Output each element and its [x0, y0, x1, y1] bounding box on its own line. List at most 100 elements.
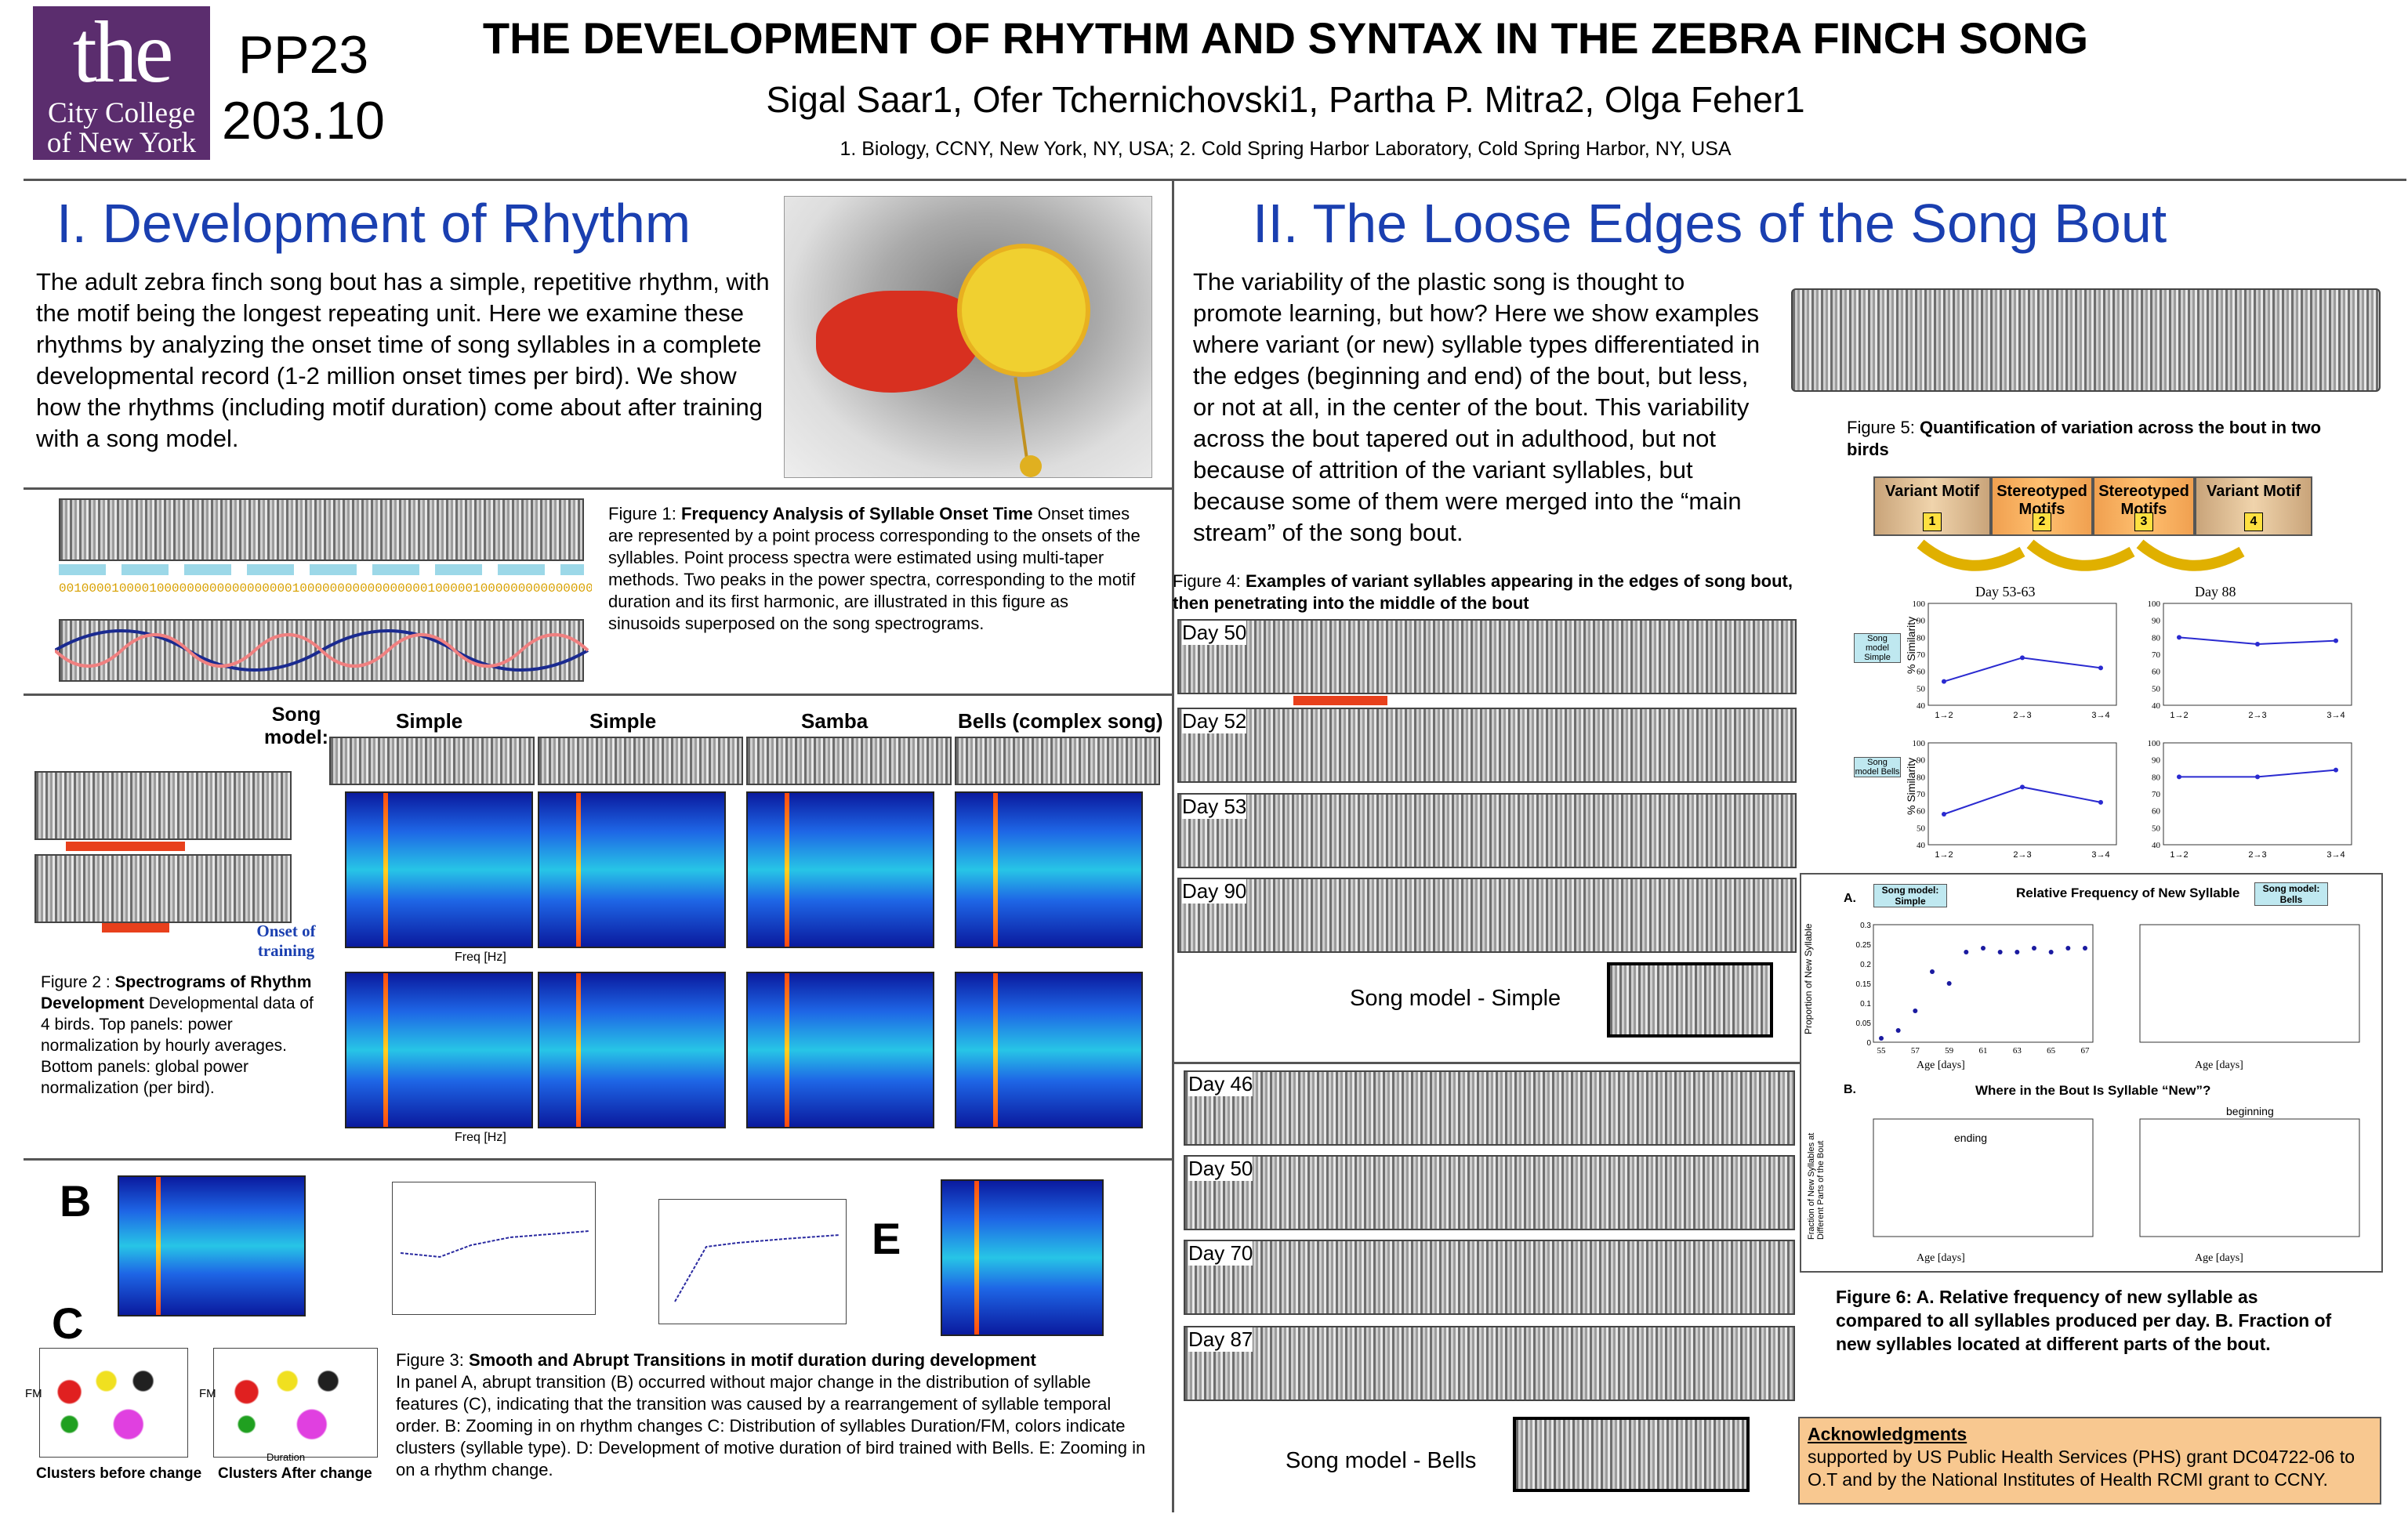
fig5-ytick-1: 50 [2152, 684, 2161, 694]
fig5-ytick-0: 50 [1917, 684, 1926, 694]
fig3-caption: Figure 3: Smooth and Abrupt Transitions … [396, 1349, 1156, 1481]
fig1-caption-label: Figure 1: [608, 504, 681, 523]
fig6a-xtick-61: 61 [1979, 1046, 1988, 1056]
heatmap-top-4 [955, 791, 1143, 948]
fig6a-point-9 [2032, 946, 2036, 951]
fig6a-xtick-55: 55 [1877, 1046, 1887, 1056]
fig5-ytick-1: 40 [2152, 701, 2161, 711]
fig2-caption: Figure 2 : Spectrograms of Rhythm Develo… [41, 972, 323, 1099]
fig6a-point-7 [1997, 950, 2003, 954]
fig1-binary-sequence: 0010000100001000000000000000000100000000… [59, 581, 592, 596]
poster-code-1: PP23 [238, 25, 369, 85]
fig6a-ytick-0: 0 [1866, 1039, 1871, 1048]
fig3-caption-text: In panel A, abrupt transition (B) occurr… [396, 1372, 1146, 1479]
rhythm-spec-1 [34, 771, 292, 840]
zebra-finch-clock-image [784, 196, 1152, 478]
fig5-point-1-1 [2255, 642, 2260, 646]
fig5-ytick-2: 50 [1917, 824, 1926, 833]
fig6-xlabel-b1: Age [days] [1917, 1252, 1965, 1264]
fig6-xlabel-a1: Age [days] [1917, 1059, 1965, 1071]
panel-e-heatmap [941, 1179, 1104, 1336]
fig6-relative-frequency-bells [2139, 924, 2360, 1043]
panel-letter-c: C [52, 1298, 84, 1348]
beak-shape [816, 291, 981, 393]
fig5-point-0-2 [2098, 665, 2103, 671]
motif-box-3-num: 3 [2134, 512, 2153, 531]
fig6a-point-6 [1981, 946, 1986, 951]
simple-day-4-label: Day 90 [1182, 879, 1247, 904]
motif-box-1-num: 1 [1923, 512, 1942, 531]
fig6a-xtick-57: 57 [1911, 1046, 1920, 1056]
clusters-before-plot [39, 1348, 188, 1458]
fig6a-xtick-59: 59 [1945, 1046, 1954, 1056]
bells-day-1-label: Day 46 [1188, 1072, 1253, 1096]
fig5-ytick-3: 70 [2152, 790, 2161, 799]
fig6a-point-10 [2048, 950, 2054, 954]
fig6-ylabel-a: Proportion of New Syllable [1803, 923, 1814, 1034]
simple-day-1-label: Day 50 [1182, 621, 1247, 645]
motif-box-3: Stereotyped Motifs 3 [2093, 476, 2195, 536]
col-label-simple-2: Simple [589, 709, 657, 733]
fig6a-point-4 [1946, 981, 1952, 986]
fig6a-ytick-0.25: 0.25 [1856, 941, 1872, 950]
fig5-point-3-0 [2177, 774, 2181, 780]
ccny-logo: the City College of New York [33, 6, 210, 160]
fig6-title-b: Where in the Bout Is Syllable “New”? [1975, 1083, 2211, 1098]
fig6-where-new-simple [1873, 1118, 2094, 1237]
fig4-caption-label: Figure 4: [1173, 571, 1246, 591]
poster-title: THE DEVELOPMENT OF RHYTHM AND SYNTAX IN … [482, 13, 2089, 63]
c-axis-fm-1: FM [25, 1387, 42, 1400]
fig2-caption-bold: Spectrograms of Rhythm Development [41, 973, 312, 1012]
acknowledgments-box: Acknowledgments supported by US Public H… [1798, 1417, 2381, 1505]
fig5-ytick-3: 60 [2152, 807, 2161, 817]
fig5-xtick-0-0: 1→2 [1935, 711, 1953, 720]
heatmap-bottom-2 [538, 972, 726, 1128]
fig5-similarity-charts: 40 50 60 70 80 90 100 1→2 2→3 3→4 40 50 60 70 80 90 100 1… [1913, 599, 2352, 860]
fig6a-axes [1873, 924, 2094, 1043]
fig1-sinusoids [55, 629, 589, 672]
fig5-ytick-0: 80 [1917, 633, 1926, 643]
fig6-panel [1800, 873, 2383, 1273]
fig5-ytick-0: 70 [1917, 650, 1926, 660]
fig5-caption: Figure 5: Quantification of variation ac… [1847, 417, 2348, 461]
heatmap-bottom-4 [955, 972, 1143, 1128]
pendulum-rod [1014, 377, 1029, 463]
fig5-ytick-1: 100 [2148, 599, 2161, 609]
fig6-beginning-label: beginning [2226, 1105, 2274, 1117]
arrow-1-2 [1917, 539, 2025, 571]
motif-box-3-label: Stereotyped Motifs [2098, 483, 2189, 518]
poster-code-2: 203.10 [222, 91, 385, 150]
fig1-divider [24, 487, 1172, 490]
fig5-ytick-0: 100 [1913, 599, 1926, 609]
arrow-3-4 [2136, 539, 2245, 571]
fig5-ytick-2: 40 [1917, 841, 1926, 850]
fig5-xtick-1-1: 2→3 [2248, 711, 2266, 720]
clusters-before-label: Clusters before change [36, 1465, 202, 1482]
fig6-ylabel-b: Fraction of New Syllables at Different P… [1807, 1132, 1826, 1240]
fig5-ytick-2: 70 [1917, 790, 1926, 799]
fig5-point-0-1 [2020, 655, 2025, 661]
fig6-xlabel-a2: Age [days] [2195, 1059, 2243, 1071]
simple-day-3-label: Day 53 [1182, 795, 1247, 819]
fig1-caption-bold: Frequency Analysis of Syllable Onset Tim… [680, 504, 1033, 523]
fig6-axes-1 [1873, 1118, 2094, 1237]
fig5-ytick-2: 100 [1913, 739, 1926, 748]
fig5-caption-label: Figure 5: [1847, 418, 1920, 437]
fig5-ytick-3: 90 [2152, 756, 2161, 766]
col-label-samba: Samba [801, 709, 869, 733]
fig4-caption-bold: Examples of variant syllables appearing … [1173, 571, 1793, 613]
col-label-simple-1: Simple [396, 709, 463, 733]
fig5-song-simple: Song model Simple [1854, 633, 1901, 663]
fig6-xlabel-b2: Age [days] [2195, 1252, 2243, 1264]
onset-of-training-label: Onset of training [256, 922, 316, 960]
fig5-axes-3 [2163, 742, 2352, 846]
poster-code: PP23 203.10 [213, 22, 393, 154]
fig5-point-3-2 [2334, 767, 2338, 773]
fig6-letter-a: A. [1844, 892, 1856, 905]
fig6a-xtick-63: 63 [2013, 1046, 2022, 1056]
fig5-ytick-0: 60 [1917, 668, 1926, 677]
fig5-xtick-1-2: 3→4 [2326, 711, 2345, 720]
fig1-caption-text: Onset times are represented by a point p… [608, 504, 1141, 633]
fig5-ytick-2: 80 [1917, 773, 1926, 782]
fig6a-ytick-0.05: 0.05 [1856, 1019, 1872, 1028]
